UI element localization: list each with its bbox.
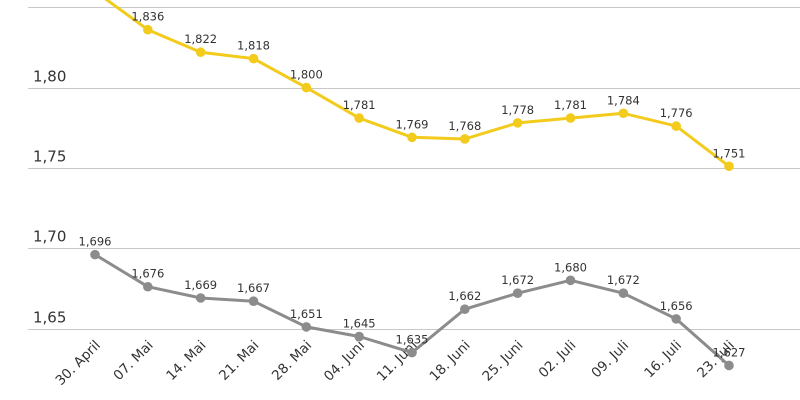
- series-yellow-point: [354, 113, 364, 123]
- series-yellow-point: [618, 108, 629, 119]
- y-tick-label: 1,70: [33, 228, 66, 246]
- x-tick-label: 09. Juli: [588, 338, 632, 382]
- series-gray-point: [512, 288, 523, 298]
- series-yellow-point: [195, 47, 206, 58]
- x-tick-label: 14. Mai: [163, 338, 209, 384]
- series-yellow-point: [301, 82, 312, 93]
- data-label: 1,818: [237, 39, 270, 53]
- data-label: 1,769: [396, 117, 429, 131]
- grid-lines: [28, 7, 800, 330]
- data-label: 1,669: [184, 278, 217, 292]
- data-label: 1,635: [396, 333, 429, 347]
- series-yellow-point: [565, 113, 576, 123]
- series-gray-point: [195, 293, 206, 303]
- series-gray-point: [618, 288, 629, 298]
- data-label: 1,822: [184, 32, 217, 46]
- y-tick-label: 1,80: [33, 68, 66, 86]
- x-tick-label: 16. Juli: [641, 338, 685, 382]
- series-gray-point: [724, 360, 734, 371]
- data-label: 1,667: [237, 281, 270, 295]
- series-gray-point: [407, 347, 417, 358]
- y-tick-label: 1,75: [33, 148, 66, 166]
- series-gray-point: [671, 314, 681, 324]
- data-label: 1,768: [448, 119, 481, 133]
- series-yellow-point: [671, 121, 681, 131]
- series-gray-point: [565, 275, 576, 286]
- series-gray-point: [460, 304, 470, 315]
- series-gray-point: [143, 281, 153, 292]
- data-label: 1,751: [713, 146, 746, 160]
- x-tick-label: 02. Juli: [536, 338, 580, 382]
- data-label: 1,680: [554, 260, 587, 274]
- data-label: 1,662: [448, 289, 481, 303]
- data-label: 1,645: [343, 317, 376, 331]
- x-tick-label: 04. Juni: [321, 338, 368, 385]
- x-tick-label: 28. Mai: [269, 338, 315, 384]
- series-gray-point: [301, 322, 312, 332]
- data-label: 1,672: [501, 273, 534, 287]
- data-label: 1,651: [290, 307, 323, 321]
- data-label: 1,627: [713, 345, 746, 359]
- series-yellow-point: [248, 53, 259, 64]
- series-yellow-point: [407, 132, 417, 143]
- data-label: 1,676: [131, 267, 164, 281]
- series-gray-point: [90, 249, 100, 260]
- data-label: 1,672: [607, 273, 640, 287]
- data-label: 1,781: [554, 98, 587, 112]
- series-gray-point: [354, 331, 364, 342]
- data-labels: 1,836 1,822 1,818 1,800 1,781 1,769 1,768 1,778…: [79, 10, 746, 360]
- data-label: 1,784: [607, 93, 640, 107]
- series-gray-point: [248, 296, 259, 307]
- series-yellow-point: [460, 134, 470, 144]
- data-label: 1,776: [660, 106, 693, 120]
- series-lines: [90, 0, 734, 371]
- x-tick-label: 21. Mai: [216, 338, 262, 384]
- data-label: 1,696: [79, 235, 112, 249]
- x-tick-label: 18. Juni: [427, 338, 474, 385]
- series-yellow-point: [512, 118, 523, 128]
- series-yellow-point: [724, 161, 734, 172]
- data-label: 1,656: [660, 299, 693, 313]
- data-label: 1,781: [343, 98, 376, 112]
- y-axis-ticks: 1,65 1,70 1,75 1,80: [33, 68, 66, 327]
- data-label: 1,800: [290, 68, 323, 82]
- series-yellow-point: [143, 24, 153, 35]
- x-tick-label: 07. Mai: [110, 338, 156, 384]
- data-label: 1,778: [501, 103, 534, 117]
- data-label: 1,836: [131, 10, 164, 24]
- x-tick-label: 25. Juni: [479, 338, 526, 385]
- y-tick-label: 1,65: [33, 309, 66, 327]
- x-tick-label: 30. April: [52, 338, 103, 389]
